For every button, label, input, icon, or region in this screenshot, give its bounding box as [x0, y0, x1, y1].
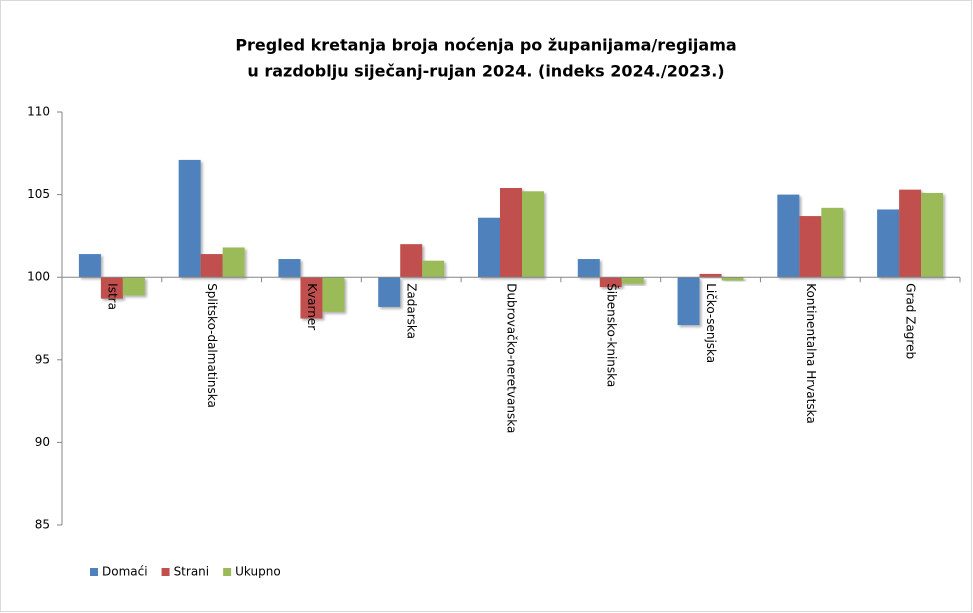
- chart-title: u razdoblju siječanj-rujan 2024. (indeks…: [247, 62, 724, 81]
- legend-swatch: [161, 568, 170, 576]
- legend-label: Strani: [174, 565, 210, 579]
- bar: [300, 277, 323, 319]
- y-tick-label: 105: [27, 187, 50, 201]
- bar: [877, 209, 900, 278]
- x-tick-label: Kvarner: [305, 283, 319, 330]
- bar: [699, 273, 722, 278]
- bar: [500, 187, 522, 278]
- x-tick-label: Zadarska: [405, 283, 419, 339]
- bar: [677, 277, 700, 326]
- bar: [422, 260, 445, 278]
- bar: [799, 216, 822, 278]
- x-tick-label: Ličko-senjska: [704, 283, 718, 363]
- x-tick-label: Splitsko-dalmatinska: [205, 283, 219, 408]
- bar: [78, 254, 101, 278]
- bar: [222, 247, 245, 278]
- bar: [777, 194, 800, 278]
- legend-swatch: [90, 568, 98, 576]
- bar: [122, 277, 145, 296]
- bar: [577, 259, 600, 278]
- bar: [821, 207, 844, 278]
- bar: [322, 277, 345, 312]
- bar: [721, 277, 744, 281]
- x-tick-label: Istra: [105, 283, 119, 310]
- y-tick-label: 100: [27, 270, 50, 284]
- x-tick-label: Dubrovačko-neretvanska: [505, 283, 519, 433]
- legend-label: Ukupno: [235, 565, 281, 579]
- y-tick-label: 90: [35, 435, 50, 449]
- legend-label: Domaći: [102, 565, 148, 579]
- bar: [100, 277, 123, 299]
- chart-title: Pregled kretanja broja noćenja po župani…: [235, 36, 736, 55]
- x-tick-label: Šibensko-kninska: [604, 283, 619, 387]
- bar: [921, 192, 944, 278]
- bar: [478, 217, 500, 278]
- x-tick-label: Kontinentalna Hrvatska: [804, 283, 818, 423]
- x-tick-label: Grad Zagreb: [904, 283, 918, 359]
- bar: [178, 159, 201, 278]
- bar: [599, 277, 622, 288]
- bar: [621, 277, 644, 284]
- bar: [200, 254, 223, 278]
- bar: [522, 191, 544, 278]
- bar: [278, 259, 301, 278]
- bar: [400, 244, 423, 278]
- bar: [378, 277, 401, 307]
- y-tick-label: 95: [35, 352, 50, 366]
- y-tick-label: 110: [27, 105, 50, 119]
- legend-swatch: [223, 568, 232, 576]
- y-tick-label: 85: [35, 518, 50, 532]
- bar: [899, 189, 922, 278]
